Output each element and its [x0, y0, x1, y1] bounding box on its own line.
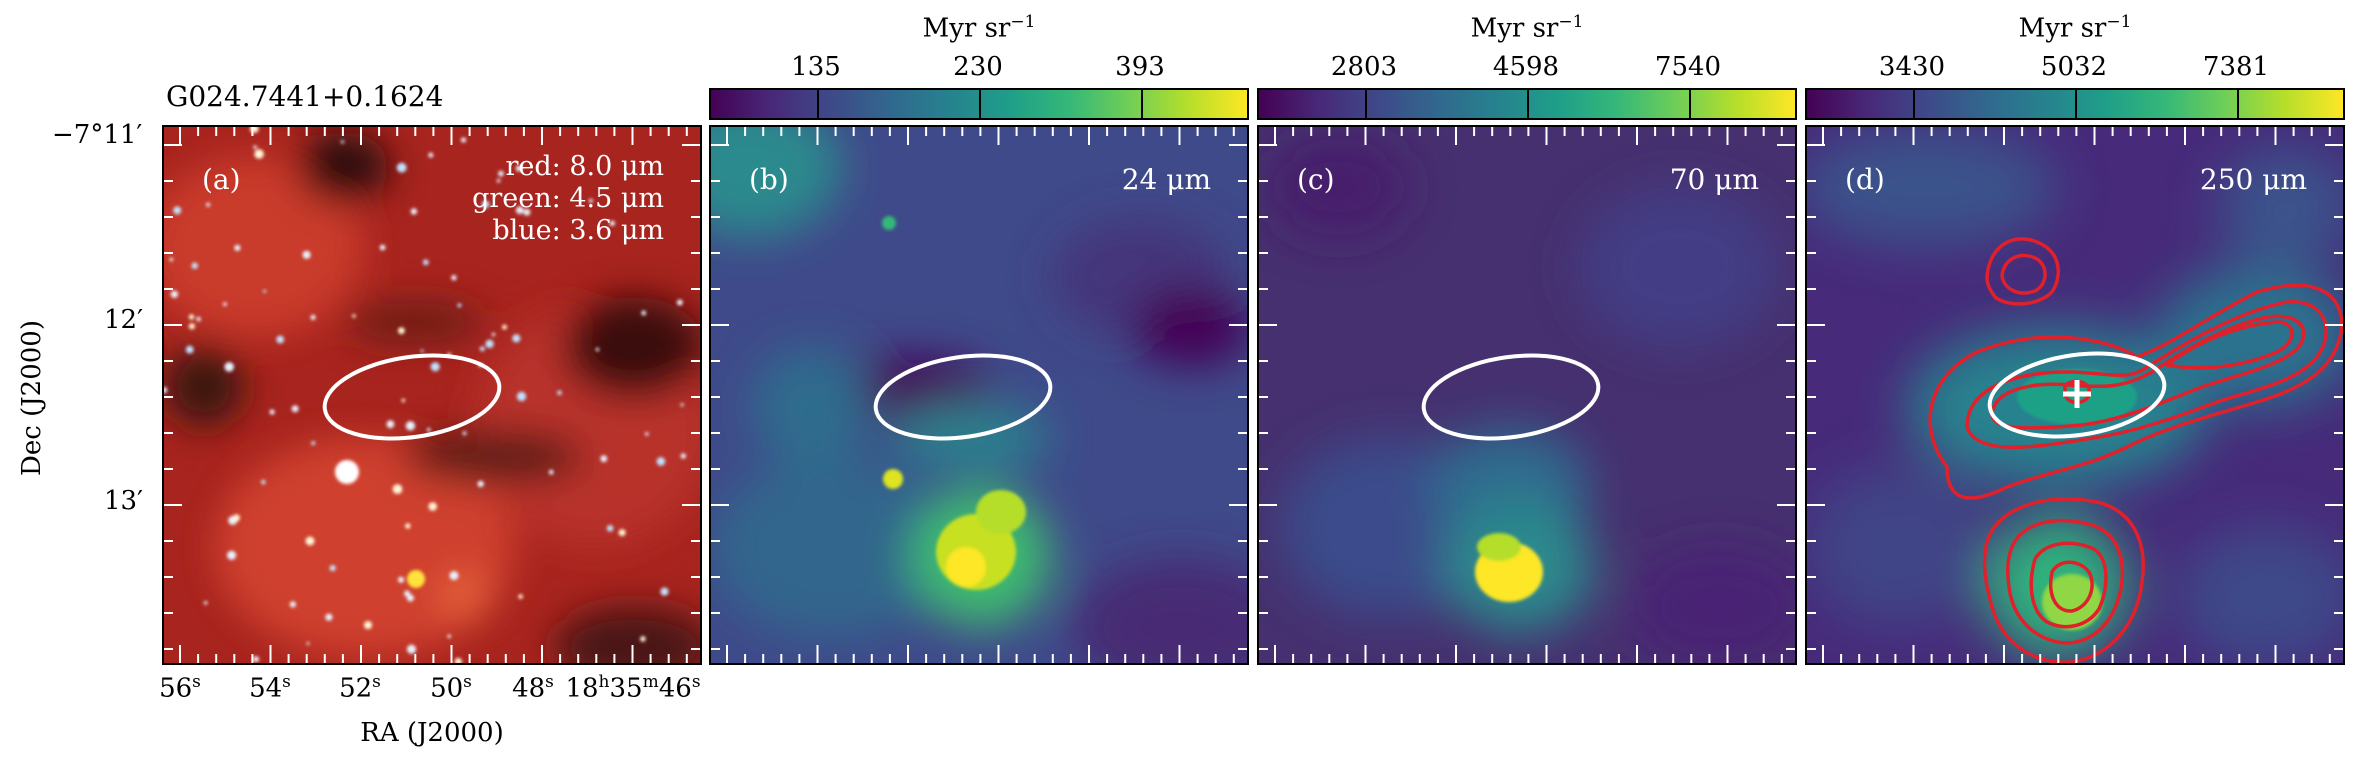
panel-a-rgb-image: (a) red: 8.0 μm green: 4.5 μm blue: 3.6 …: [162, 125, 702, 665]
colorbar-c: [1257, 88, 1797, 120]
ra-tick-label: 50s: [430, 672, 472, 704]
colorbar-tick-label: 393: [1115, 52, 1165, 82]
colorbar-unit: Myr sr−1: [922, 12, 1036, 44]
ra-tick-label: 48s: [512, 672, 554, 704]
rgb-composite: [164, 127, 700, 663]
panel-b-24um-image: (b) 24 μm: [709, 125, 1249, 665]
y-axis-label: Dec (J2000): [17, 320, 47, 476]
panel-label: (b): [749, 163, 789, 196]
wavelength-label: 250 μm: [2199, 163, 2307, 196]
panel-label: (c): [1297, 163, 1335, 196]
colorbar-tick-label: 135: [791, 52, 841, 82]
panel-label: (a): [202, 163, 241, 196]
dec-tick-label: 12′: [104, 305, 143, 335]
wavelength-label: 24 μm: [1121, 163, 1211, 196]
dec-tick-label: −7°11′: [52, 120, 143, 150]
colorbar-tick-label: 5032: [2040, 52, 2108, 82]
band-green: green: 4.5 μm: [472, 183, 664, 214]
wavelength-label: 70 μm: [1669, 163, 1759, 196]
source-name: G024.7441+0.1624: [166, 80, 444, 113]
colorbar-tick-label: 3430: [1878, 52, 1946, 82]
colorbar-b: [709, 88, 1249, 120]
colorbar-tick-label: 2803: [1330, 52, 1398, 82]
colorbar-tick-label: 7381: [2202, 52, 2270, 82]
ra-tick-label: 52s: [339, 672, 381, 704]
colorbar-unit: Myr sr−1: [1470, 12, 1584, 44]
dec-tick-label: 13′: [104, 486, 143, 516]
x-axis-label: RA (J2000): [360, 718, 504, 748]
band-red: red: 8.0 μm: [505, 151, 664, 182]
band-legend: red: 8.0 μm green: 4.5 μm blue: 3.6 μm: [472, 151, 664, 247]
ra-tick-label: 54s: [249, 672, 291, 704]
ra-tick-label: 56s: [159, 672, 201, 704]
panel-c-70um-image: (c) 70 μm: [1257, 125, 1797, 665]
colorbar-unit: Myr sr−1: [2018, 12, 2132, 44]
colorbar-tick-label: 7540: [1654, 52, 1722, 82]
ra-tick-label: 18h35m46s: [565, 672, 701, 704]
band-blue: blue: 3.6 μm: [492, 215, 664, 246]
colorbar-tick-label: 230: [953, 52, 1003, 82]
panel-label: (d): [1845, 163, 1885, 196]
colorbar-d: [1805, 88, 2345, 120]
panel-d-250um-image: (d) 250 μm: [1805, 125, 2345, 665]
colorbar-tick-label: 4598: [1492, 52, 1560, 82]
